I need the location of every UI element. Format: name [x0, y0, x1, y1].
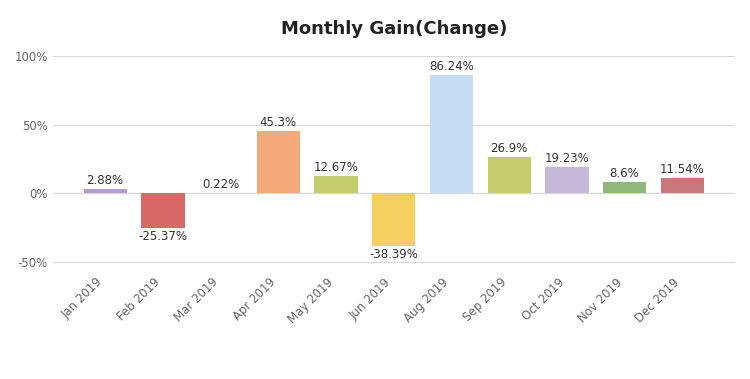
Bar: [372, 193, 416, 246]
Text: 12.67%: 12.67%: [314, 161, 358, 174]
Text: 8.6%: 8.6%: [610, 167, 640, 180]
Bar: [314, 176, 358, 193]
Text: 45.3%: 45.3%: [260, 116, 297, 129]
Text: 26.9%: 26.9%: [490, 141, 528, 155]
Text: -25.37%: -25.37%: [139, 230, 188, 243]
Bar: [603, 182, 646, 193]
Text: 2.88%: 2.88%: [86, 174, 124, 188]
Bar: [83, 190, 127, 193]
Title: Monthly Gain(Change): Monthly Gain(Change): [280, 20, 507, 38]
Text: 86.24%: 86.24%: [429, 60, 474, 73]
Bar: [488, 157, 531, 193]
Bar: [430, 75, 473, 193]
Text: 19.23%: 19.23%: [544, 152, 590, 165]
Text: 11.54%: 11.54%: [660, 163, 705, 175]
Bar: [256, 132, 300, 193]
Bar: [545, 167, 589, 193]
Text: -38.39%: -38.39%: [369, 248, 419, 261]
Bar: [661, 178, 704, 193]
Text: 0.22%: 0.22%: [202, 178, 239, 191]
Bar: [141, 193, 184, 228]
